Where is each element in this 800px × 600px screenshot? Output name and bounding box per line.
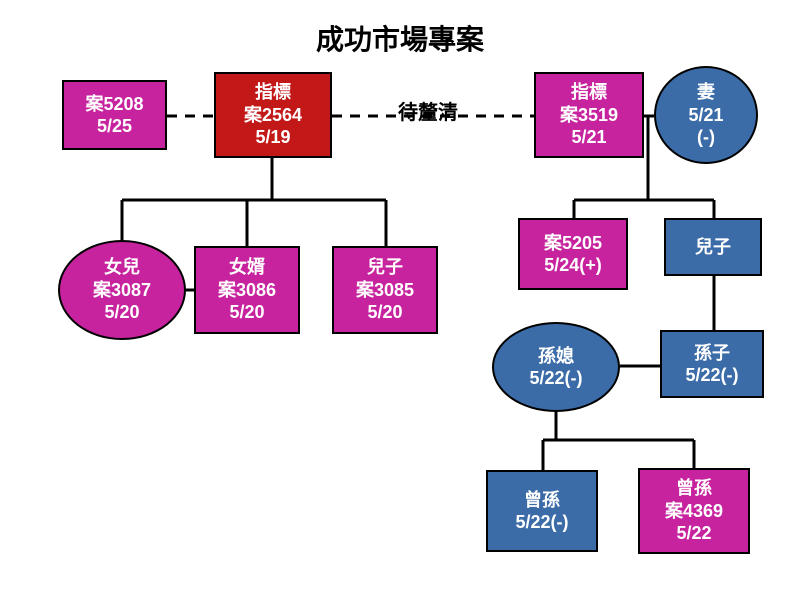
node-line: 5/25 [97, 115, 132, 138]
node-n5208: 案52085/25 [62, 80, 167, 150]
pending-clarify-label: 待釐清 [398, 96, 458, 125]
node-line: 妻 [697, 81, 715, 104]
node-n3519: 指標案35195/21 [534, 72, 644, 158]
node-line: 兒子 [367, 256, 403, 279]
node-line: 案3087 [93, 279, 151, 302]
node-line: 曾孫 [676, 477, 712, 500]
node-line: 5/22(-) [515, 511, 568, 534]
node-daughter: 女兒案30875/20 [58, 240, 186, 340]
node-n5205: 案52055/24(+) [518, 218, 628, 290]
node-line: (-) [697, 126, 715, 149]
node-line: 案2564 [244, 104, 302, 127]
diagram-title: 成功市場專案 [0, 18, 800, 58]
node-gdil: 孫媳5/22(-) [492, 322, 620, 412]
node-line: 指標 [571, 81, 607, 104]
node-line: 5/22(-) [685, 364, 738, 387]
node-line: 女兒 [104, 256, 140, 279]
node-line: 5/21 [571, 126, 606, 149]
node-line: 指標 [255, 81, 291, 104]
node-line: 案3086 [218, 279, 276, 302]
node-line: 案5208 [85, 93, 143, 116]
node-line: 孫媳 [538, 345, 574, 368]
node-line: 5/24(+) [544, 254, 602, 277]
node-ggson1: 曾孫5/22(-) [486, 470, 598, 552]
node-line: 案5205 [544, 232, 602, 255]
node-line: 女婿 [229, 256, 265, 279]
node-line: 5/19 [255, 126, 290, 149]
node-line: 5/20 [367, 301, 402, 324]
node-line: 5/20 [104, 301, 139, 324]
node-line: 案3085 [356, 279, 414, 302]
node-line: 5/20 [229, 301, 264, 324]
node-wife: 妻5/21(-) [654, 66, 758, 164]
node-line: 案3519 [560, 104, 618, 127]
node-gson: 孫子5/22(-) [660, 330, 764, 398]
node-line: 5/22(-) [529, 367, 582, 390]
node-soninlaw: 女婿案30865/20 [194, 246, 300, 334]
node-line: 5/21 [688, 104, 723, 127]
node-line: 曾孫 [524, 489, 560, 512]
node-line: 兒子 [695, 236, 731, 259]
node-son2564: 兒子案30855/20 [332, 246, 438, 334]
node-line: 案4369 [665, 500, 723, 523]
node-son3519: 兒子 [664, 218, 762, 276]
node-n2564: 指標案25645/19 [214, 72, 332, 158]
node-ggson2: 曾孫案43695/22 [638, 468, 750, 554]
node-line: 5/22 [676, 522, 711, 545]
node-line: 孫子 [694, 342, 730, 365]
